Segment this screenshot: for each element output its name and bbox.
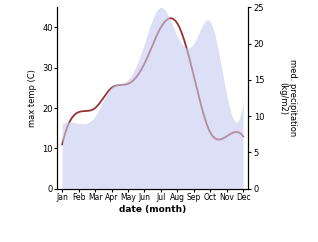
Y-axis label: max temp (C): max temp (C) — [28, 69, 37, 127]
X-axis label: date (month): date (month) — [119, 205, 186, 214]
Y-axis label: med. precipitation
(kg/m2): med. precipitation (kg/m2) — [278, 59, 297, 137]
